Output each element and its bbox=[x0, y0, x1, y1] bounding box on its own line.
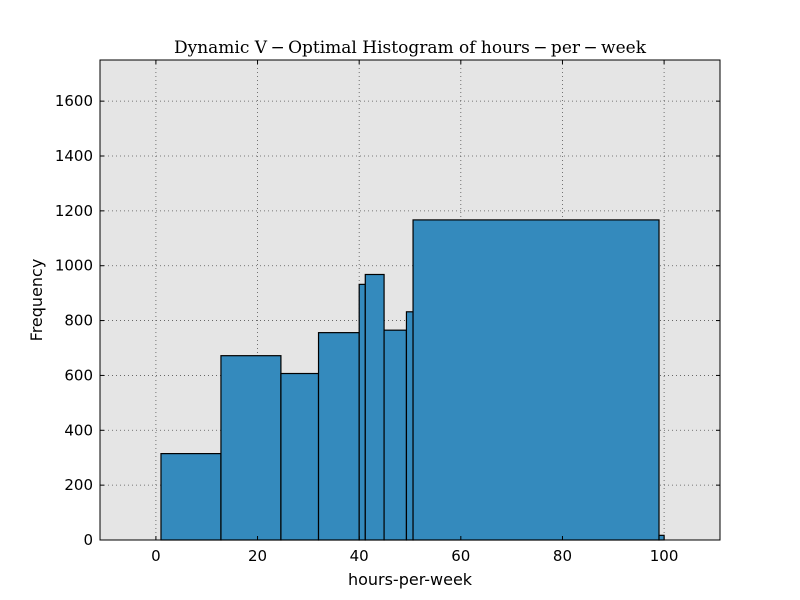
chart-title: Dynamic V − Optimal Histogram of hours −… bbox=[174, 38, 647, 58]
histogram-bar bbox=[412, 219, 660, 541]
y-tick-label: 600 bbox=[64, 366, 93, 384]
y-tick-label: 1400 bbox=[55, 147, 93, 165]
histogram-bar bbox=[317, 332, 360, 541]
x-tick-label: 40 bbox=[350, 547, 369, 565]
histogram-bars bbox=[160, 219, 665, 541]
y-tick-label: 800 bbox=[64, 312, 93, 330]
histogram-bar bbox=[383, 329, 408, 541]
histogram-bar bbox=[358, 283, 366, 541]
x-tick-label: 0 bbox=[151, 547, 161, 565]
histogram-bar bbox=[364, 273, 385, 541]
y-tick-label: 400 bbox=[64, 421, 93, 439]
axis-ticks: 0 20 40 60 80 1000200400600800100012001400160… bbox=[55, 60, 720, 565]
histogram-bar bbox=[280, 372, 320, 541]
y-tick-label: 0 bbox=[83, 531, 93, 549]
plot-frame bbox=[99, 59, 721, 541]
y-tick-label: 1000 bbox=[55, 257, 93, 275]
histogram-bar bbox=[220, 355, 282, 541]
histogram-bar bbox=[160, 453, 222, 541]
x-tick-label: 100 bbox=[650, 547, 679, 565]
histogram-bar bbox=[658, 534, 665, 541]
x-tick-label: 80 bbox=[553, 547, 572, 565]
histogram-bar bbox=[405, 311, 414, 541]
y-axis-label: Frequency bbox=[27, 259, 46, 342]
x-tick-label: 20 bbox=[248, 547, 267, 565]
y-tick-label: 200 bbox=[64, 476, 93, 494]
x-axis-label: hours-per-week bbox=[348, 570, 473, 589]
y-tick-label: 1600 bbox=[55, 92, 93, 110]
x-tick-label: 60 bbox=[451, 547, 470, 565]
y-tick-label: 1200 bbox=[55, 202, 93, 220]
